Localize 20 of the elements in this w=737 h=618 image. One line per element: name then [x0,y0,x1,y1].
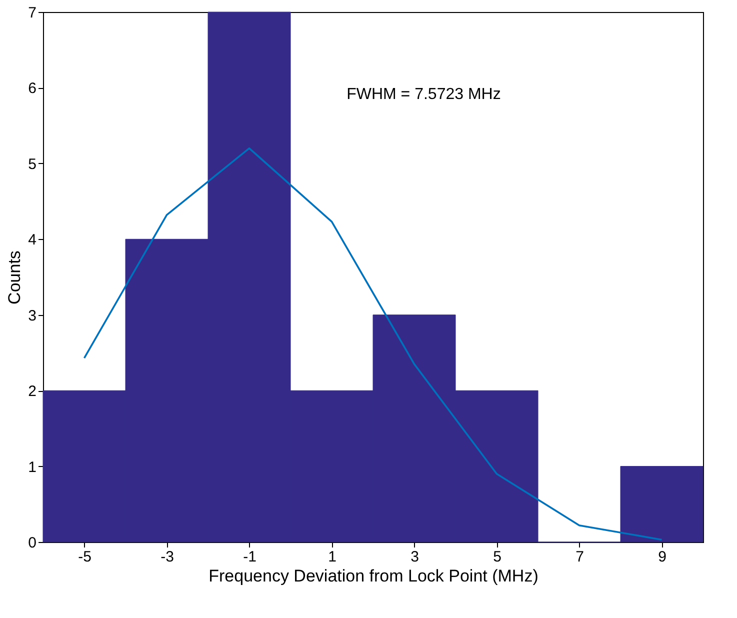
x-tick-label: 5 [493,548,502,566]
x-tick-label: -3 [160,548,174,566]
annotation: FWHM = 7.5723 MHz [346,86,501,104]
y-axis-title: Counts [5,250,24,304]
x-axis-title: Frequency Deviation from Lock Point (MHz) [208,566,538,586]
y-tick-label: 3 [28,307,36,324]
y-tick-label: 7 [28,4,36,22]
x-tick-label: -5 [78,548,92,566]
y-tick-label: 5 [28,156,36,173]
x-tick-label: -1 [243,548,256,566]
line-series [83,147,663,541]
y-tick-label: 2 [28,383,36,400]
x-tick-label: 1 [328,548,336,566]
x-tick-label: 3 [410,548,419,566]
x-tick-label: 7 [576,548,584,566]
y-tick-label: 4 [28,232,36,249]
y-tick-label: 6 [28,80,36,98]
y-tick-label: 1 [28,458,36,476]
x-tick-label: 9 [658,548,666,566]
y-tick-label: 0 [28,534,36,552]
